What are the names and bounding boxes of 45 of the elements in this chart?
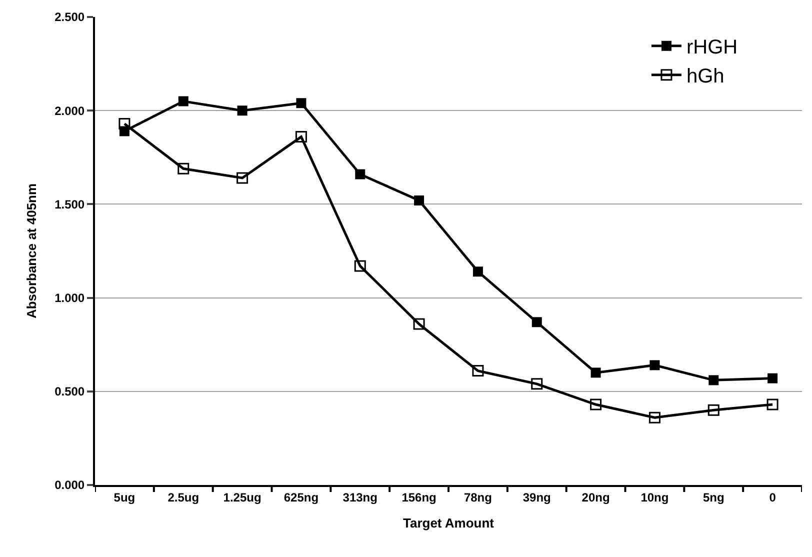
point (590, 368, 601, 378)
point (178, 96, 188, 106)
x-axis-title: Target Amount (403, 516, 495, 530)
point (354, 260, 366, 272)
x-tick-label: 2.5ug (168, 490, 200, 504)
point (355, 169, 366, 180)
y-tick-label: 0.000 (54, 478, 85, 492)
point (118, 118, 130, 130)
y-tick-label: 2.500 (54, 10, 85, 24)
y-tick-label: 0.500 (54, 384, 85, 399)
x-tick-label: 5ng (702, 490, 724, 504)
y-tick-label: 2.000 (54, 104, 85, 118)
point (590, 398, 602, 410)
point (472, 266, 483, 277)
x-tick-label: 10ng (640, 490, 669, 504)
point (531, 378, 543, 390)
x-tick-label: 1.25ug (223, 490, 262, 504)
point (648, 412, 660, 424)
point (768, 373, 778, 384)
point (472, 365, 484, 377)
point (178, 162, 190, 174)
x-tick-label: 313ng (342, 490, 378, 504)
x-tick-label: 156ng (402, 490, 436, 504)
point (237, 106, 248, 116)
point (414, 195, 424, 206)
point (708, 375, 719, 386)
point (295, 131, 307, 143)
x-tick-label: 0 (769, 490, 776, 504)
x-tick-label: 20ng (582, 490, 610, 504)
point (766, 398, 778, 410)
y-tick-label: 1.500 (54, 197, 85, 212)
point (708, 404, 720, 416)
legend-label: rHGH (686, 36, 738, 59)
x-tick-label: 39ng (522, 490, 551, 504)
x-tick-label: 5ug (114, 490, 136, 504)
point (296, 98, 306, 108)
point (413, 318, 425, 330)
y-tick-label: 1.000 (54, 291, 85, 305)
legend-label: hGh (686, 66, 724, 88)
point (650, 360, 660, 370)
x-tick-label: 78ng (464, 490, 492, 504)
point (532, 317, 542, 328)
x-tick-label: 625ng (284, 490, 319, 504)
y-axis-title: Absorbance at 405nm (24, 183, 40, 319)
point (236, 172, 248, 184)
